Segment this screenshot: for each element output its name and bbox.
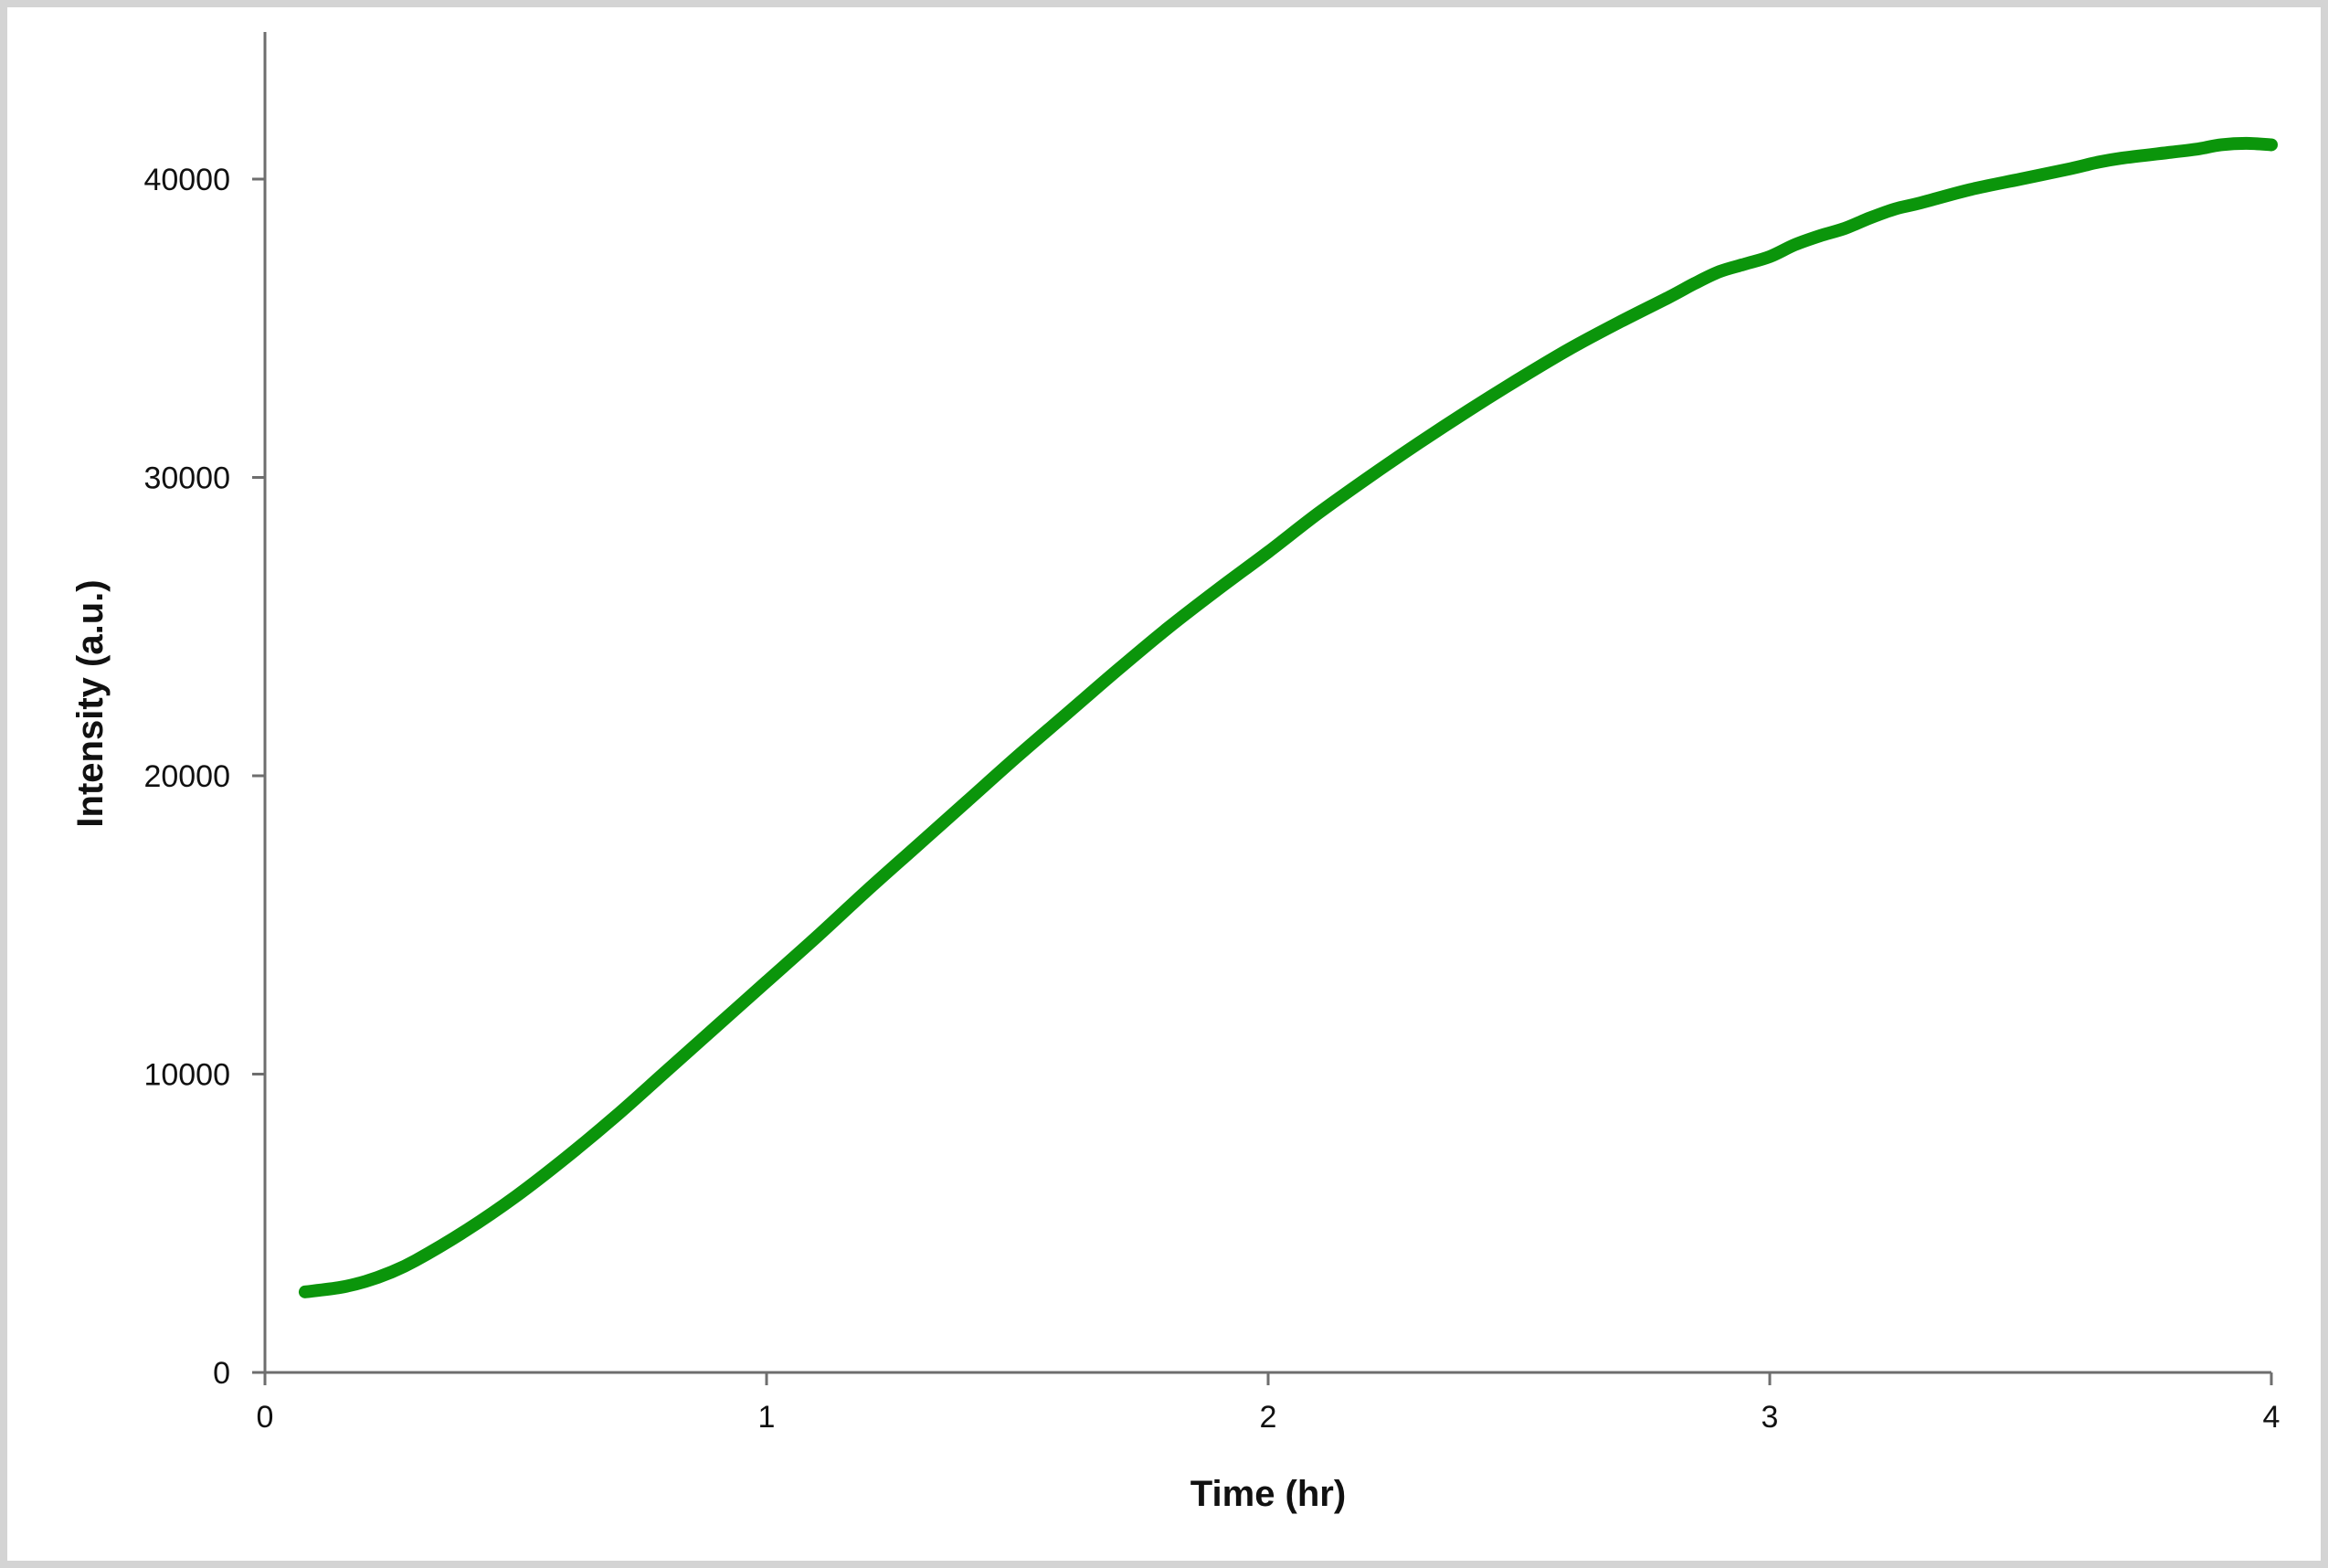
x-axis: 0 1 2 3 4 xyxy=(257,1371,2280,1435)
y-axis-title: Intensity (a.u.) xyxy=(70,579,111,827)
y-tick-label: 0 xyxy=(213,1356,230,1391)
x-tick-label: 3 xyxy=(1762,1400,1779,1435)
x-tick-label: 4 xyxy=(2263,1400,2280,1435)
x-axis-title: Time (hr) xyxy=(1190,1474,1346,1514)
y-tick-label: 20000 xyxy=(143,759,230,794)
y-tick-label: 10000 xyxy=(143,1058,230,1093)
x-tick-label: 2 xyxy=(1260,1400,1277,1435)
y-tick-label: 40000 xyxy=(143,163,230,197)
y-axis: 0 10000 20000 30000 40000 xyxy=(143,32,267,1391)
series-line-0 xyxy=(298,136,2278,1298)
series-layer xyxy=(298,136,2278,1298)
x-tick-label: 1 xyxy=(758,1400,776,1435)
x-tick-label: 0 xyxy=(257,1400,274,1435)
y-tick-label: 30000 xyxy=(143,461,230,496)
